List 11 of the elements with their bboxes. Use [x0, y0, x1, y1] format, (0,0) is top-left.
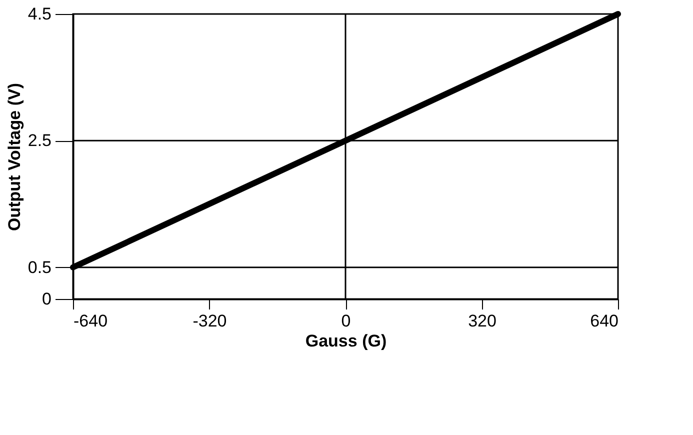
x-tick-label: 0 [341, 312, 351, 330]
x-tick-label: 640 [590, 312, 618, 330]
y-tick-label: 4.5 [28, 4, 52, 24]
y-tick-label: 0 [42, 290, 52, 308]
y-tick-label: 0.5 [28, 258, 52, 277]
x-tick-label: 320 [468, 312, 496, 330]
x-tick-label: -320 [192, 312, 227, 330]
x-tick-label: -640 [74, 312, 108, 330]
x-axis-title: Gauss (G) [305, 332, 387, 350]
y-tick-label: 2.5 [28, 131, 52, 150]
y-axis-title: Output Voltage (V) [4, 83, 24, 231]
